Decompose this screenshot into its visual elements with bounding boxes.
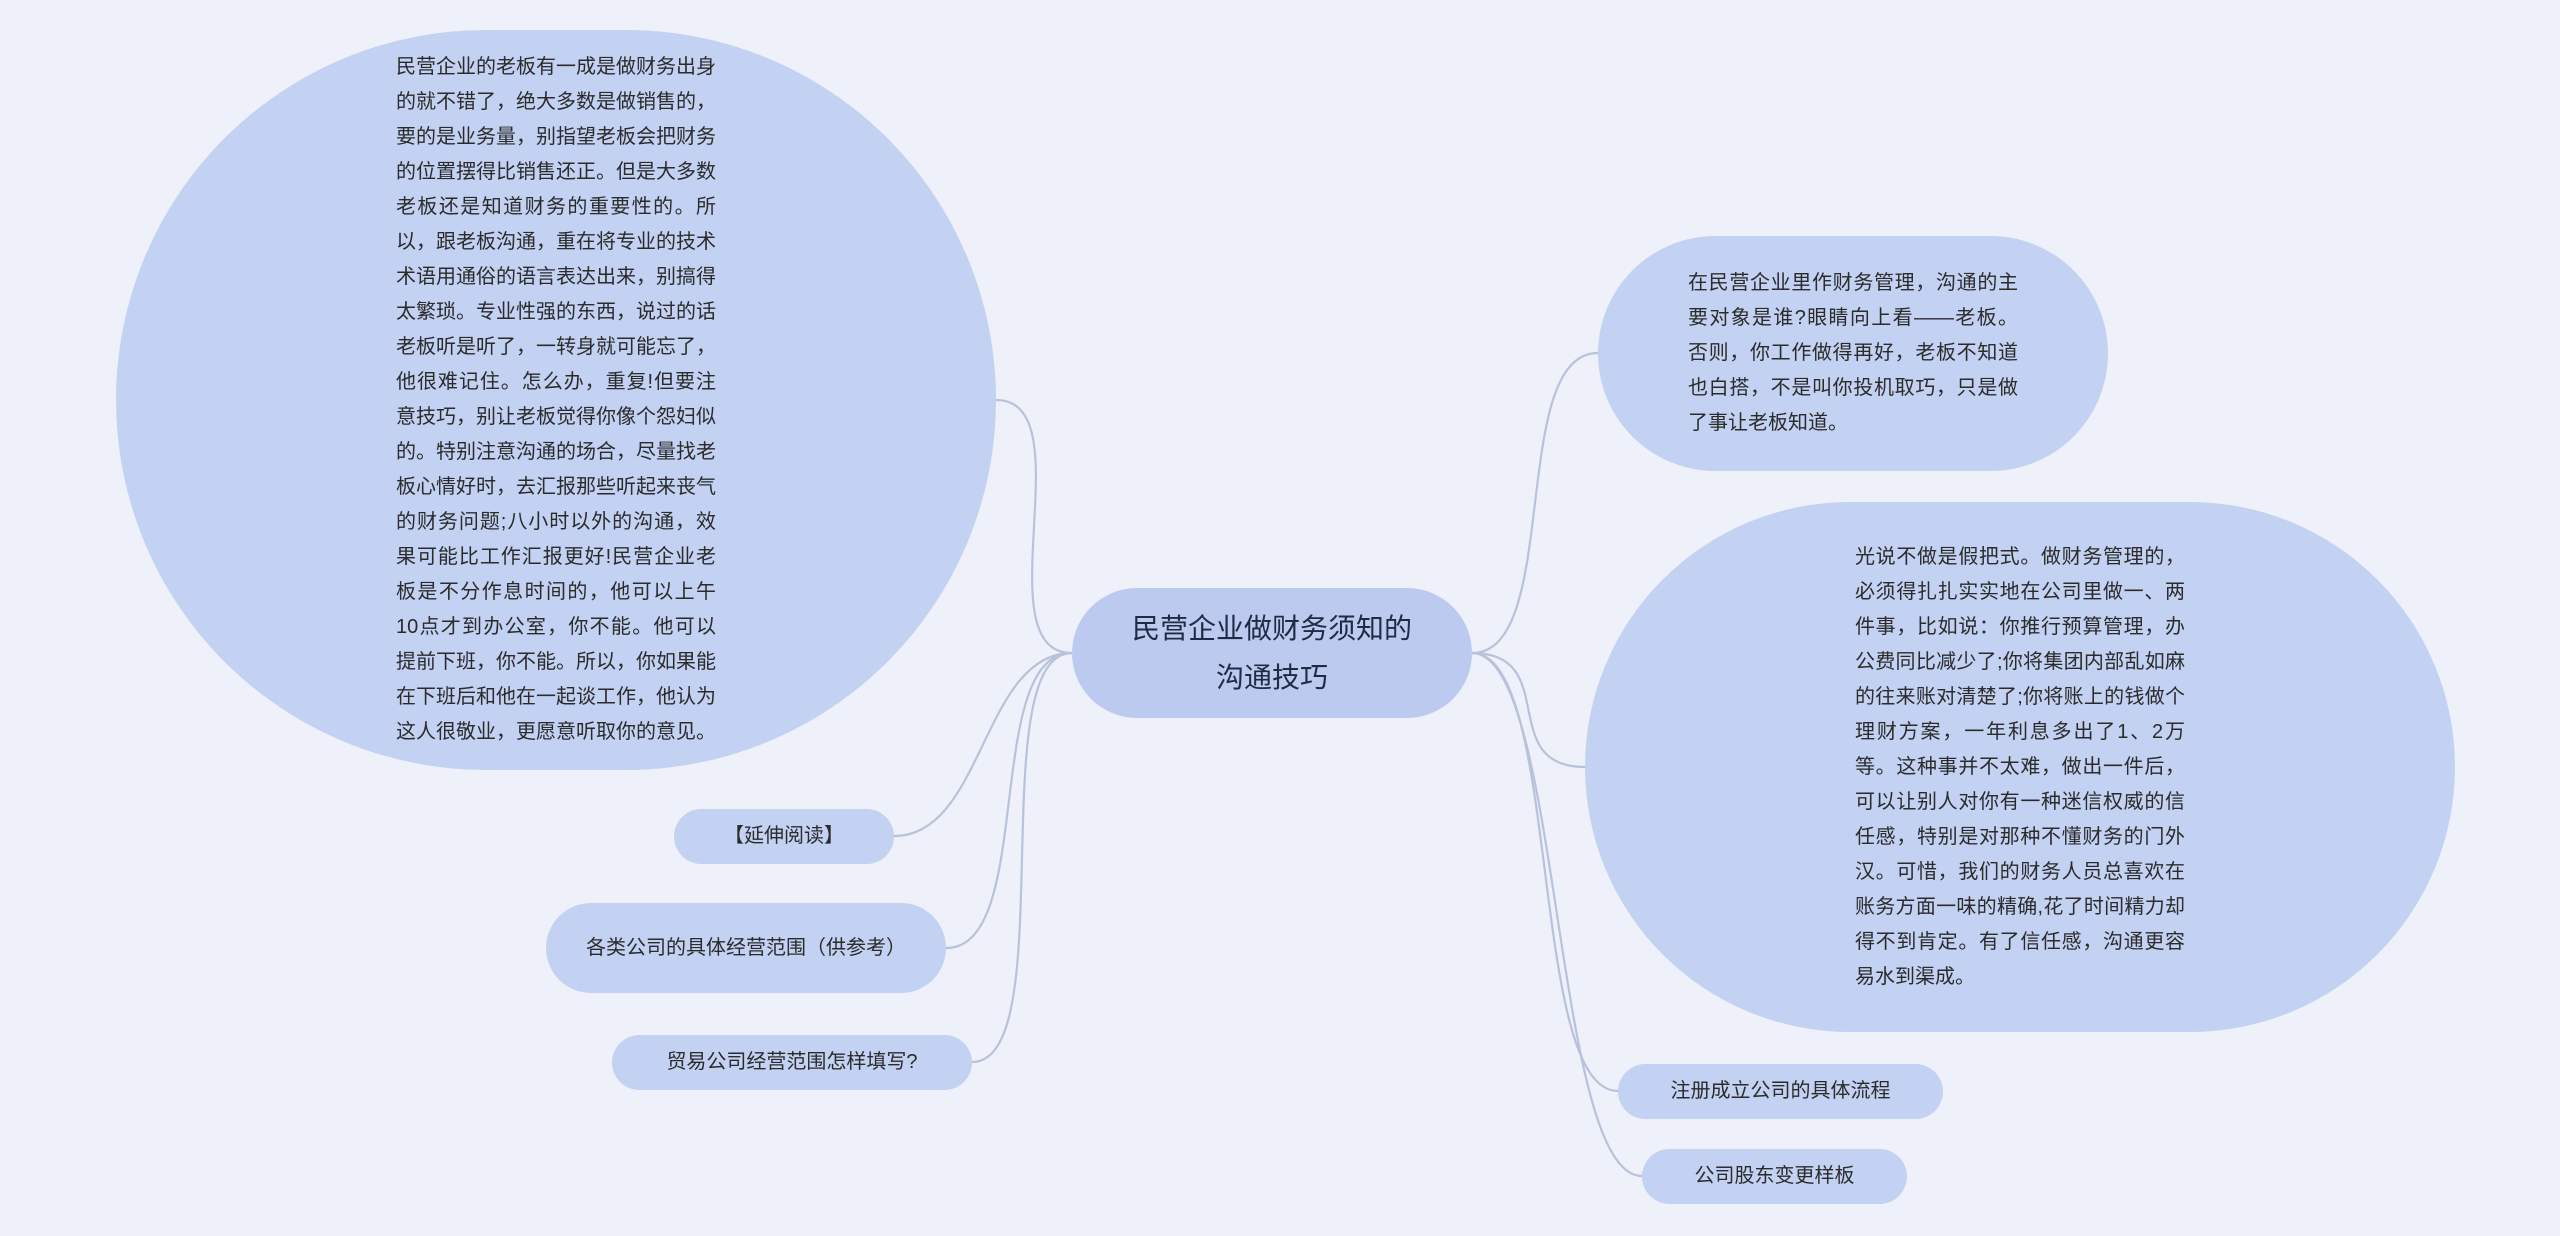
- edge: [1472, 353, 1598, 653]
- node-left-trade[interactable]: 贸易公司经营范围怎样填写?: [612, 1035, 972, 1090]
- node-right-register[interactable]: 注册成立公司的具体流程: [1618, 1064, 1943, 1119]
- node-left-scope[interactable]: 各类公司的具体经营范围（供参考）: [546, 903, 946, 993]
- center-topic-label: 民营企业做财务须知的沟通技巧: [1122, 604, 1422, 702]
- node-right-shareholder-text: 公司股东变更样板: [1695, 1159, 1855, 1194]
- center-topic[interactable]: 民营企业做财务须知的沟通技巧: [1072, 588, 1472, 718]
- node-right-register-text: 注册成立公司的具体流程: [1671, 1074, 1891, 1109]
- edge: [972, 653, 1072, 1062]
- node-right-do[interactable]: 光说不做是假把式。做财务管理的，必须得扎扎实实地在公司里做一、两件事，比如说：你…: [1585, 502, 2455, 1032]
- node-left-scope-text: 各类公司的具体经营范围（供参考）: [586, 931, 906, 966]
- node-right-shareholder[interactable]: 公司股东变更样板: [1642, 1149, 1907, 1204]
- node-left-long[interactable]: 民营企业的老板有一成是做财务出身的就不错了，绝大多数是做销售的，要的是业务量，别…: [116, 30, 996, 770]
- node-left-reading-text: 【延伸阅读】: [724, 819, 844, 854]
- node-left-long-text: 民营企业的老板有一成是做财务出身的就不错了，绝大多数是做销售的，要的是业务量，别…: [396, 50, 716, 750]
- edge: [1472, 653, 1585, 767]
- node-left-reading[interactable]: 【延伸阅读】: [674, 809, 894, 864]
- edge: [996, 400, 1072, 653]
- mindmap-canvas: 树图 shutu.cn树图 shutu.cn民营企业做财务须知的沟通技巧民营企业…: [0, 0, 2560, 1236]
- edge: [946, 653, 1072, 948]
- node-right-who-text: 在民营企业里作财务管理，沟通的主要对象是谁?眼睛向上看——老板。否则，你工作做得…: [1688, 266, 2018, 441]
- node-left-trade-text: 贸易公司经营范围怎样填写?: [666, 1045, 917, 1080]
- node-right-do-text: 光说不做是假把式。做财务管理的，必须得扎扎实实地在公司里做一、两件事，比如说：你…: [1855, 540, 2185, 995]
- edge: [894, 653, 1072, 836]
- node-right-who[interactable]: 在民营企业里作财务管理，沟通的主要对象是谁?眼睛向上看——老板。否则，你工作做得…: [1598, 236, 2108, 471]
